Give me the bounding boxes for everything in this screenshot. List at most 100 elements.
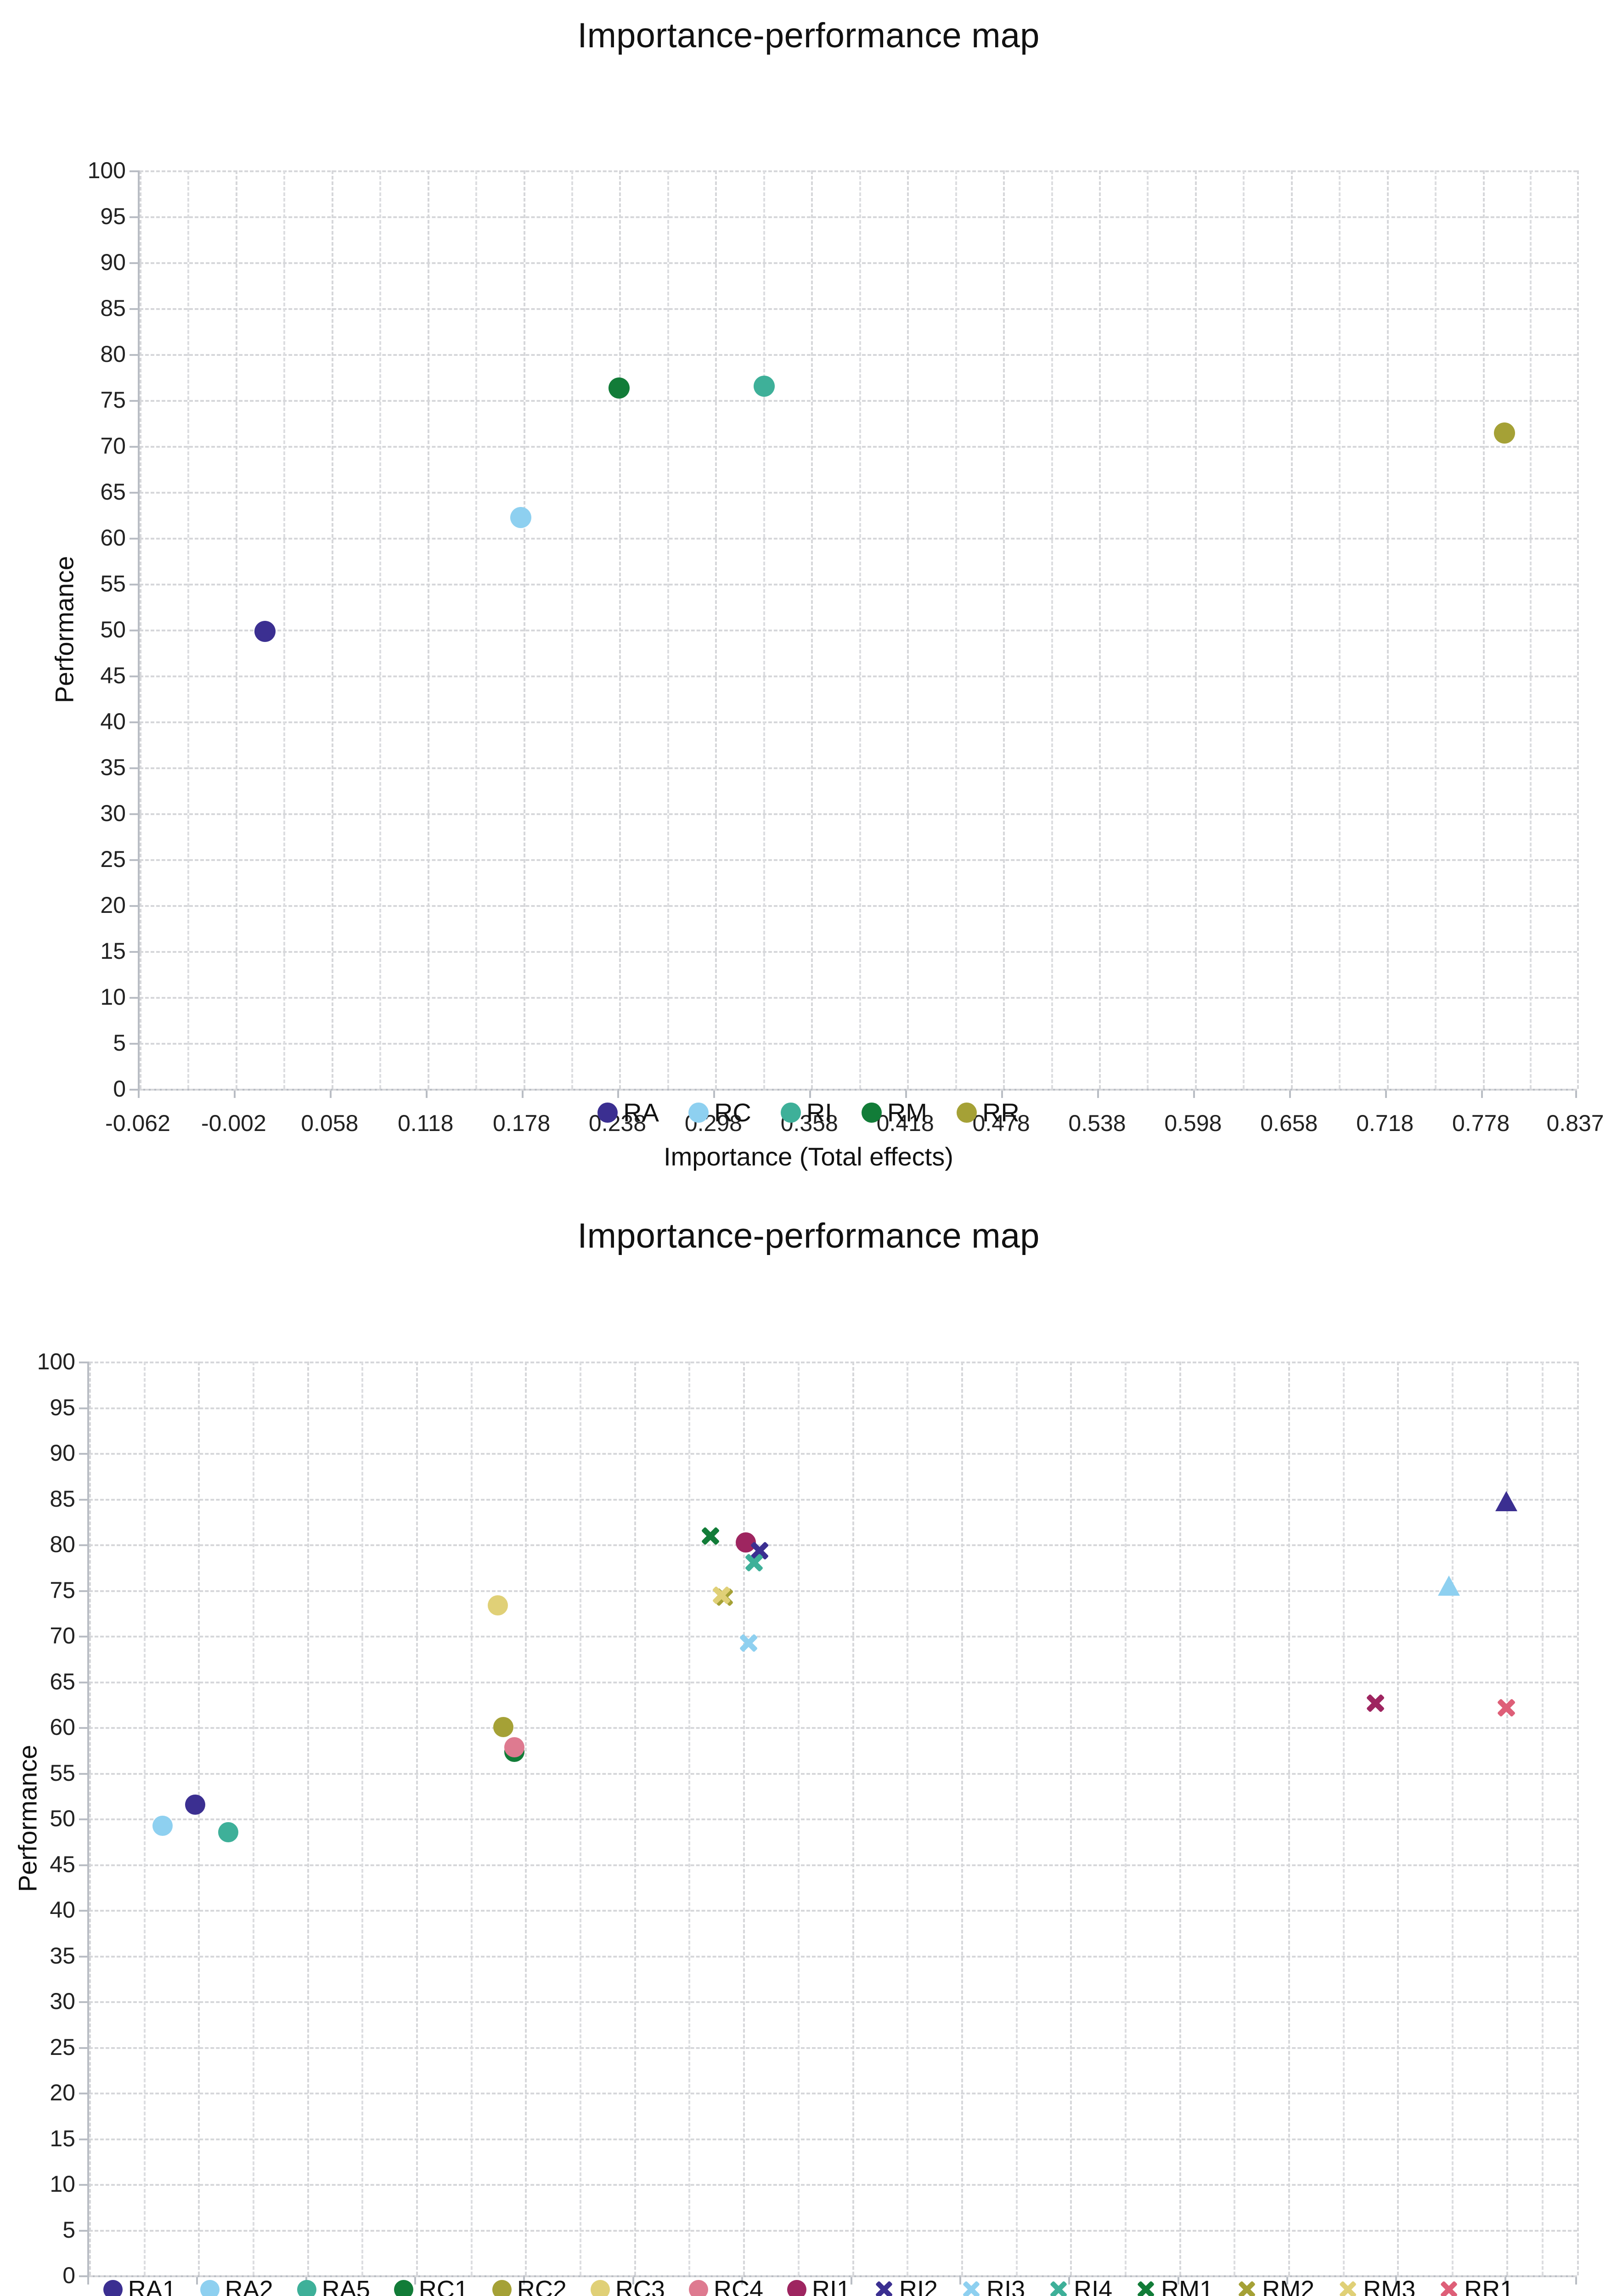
vertical-gridline-minor bbox=[379, 170, 382, 1089]
data-point-ra2 bbox=[152, 1815, 173, 1836]
data-point-rc4 bbox=[504, 1737, 524, 1757]
y-tick-mark bbox=[79, 1453, 87, 1455]
legend-item-rc2[interactable]: RC2 bbox=[492, 2275, 567, 2296]
legend-item-rc3[interactable]: RC3 bbox=[590, 2275, 665, 2296]
legend-item-ra[interactable]: RA bbox=[597, 1097, 659, 1127]
vertical-gridline-minor bbox=[1051, 170, 1053, 1089]
y-tick-label: 90 bbox=[100, 249, 126, 275]
vertical-gridline bbox=[523, 170, 525, 1089]
chart-2-plot-area bbox=[87, 1362, 1579, 2277]
legend-item-rm3[interactable]: RM3 bbox=[1338, 2275, 1415, 2296]
y-tick-mark bbox=[130, 951, 138, 953]
horizontal-gridline bbox=[89, 2229, 1577, 2232]
x-tick-label: -0.062 bbox=[105, 1110, 170, 1136]
horizontal-gridline bbox=[140, 308, 1577, 310]
legend-item-rr1[interactable]: RR1 bbox=[1439, 2275, 1514, 2296]
x-tick-mark bbox=[1395, 2277, 1397, 2285]
legend-item-ri[interactable]: RI bbox=[780, 1097, 832, 1127]
y-tick-mark bbox=[79, 2093, 87, 2094]
y-tick-label: 55 bbox=[100, 571, 126, 597]
vertical-gridline-minor bbox=[283, 170, 286, 1089]
x-tick-mark bbox=[741, 2277, 744, 2285]
x-tick-mark bbox=[414, 2277, 417, 2285]
y-tick-mark bbox=[79, 1910, 87, 1912]
y-tick-mark bbox=[79, 1544, 87, 1546]
legend-item-label: RI1 bbox=[812, 2276, 851, 2296]
legend-item-ra5[interactable]: RA5 bbox=[297, 2275, 370, 2296]
vertical-gridline-minor bbox=[361, 1362, 364, 2275]
legend-item-rm1[interactable]: RM1 bbox=[1136, 2275, 1213, 2296]
chart-2-plot-inner bbox=[89, 1362, 1579, 2277]
vertical-gridline bbox=[1397, 1362, 1399, 2275]
horizontal-gridline bbox=[89, 1407, 1577, 1409]
x-tick-label: 0.598 bbox=[1164, 1110, 1222, 1136]
x-tick-mark bbox=[1286, 2277, 1288, 2285]
y-tick-label: 75 bbox=[100, 387, 126, 413]
legend-item-rc1[interactable]: RC1 bbox=[394, 2275, 468, 2296]
circle-swatch-icon bbox=[861, 1102, 882, 1123]
y-tick-mark bbox=[130, 216, 138, 218]
vertical-gridline bbox=[634, 1362, 636, 2275]
x-tick-mark bbox=[233, 1091, 236, 1098]
legend-item-rc4[interactable]: RC4 bbox=[688, 2275, 763, 2296]
cross-swatch-icon bbox=[962, 2280, 981, 2296]
vertical-gridline-minor bbox=[1541, 1362, 1544, 2275]
y-tick-mark bbox=[130, 721, 138, 723]
circle-swatch-icon bbox=[787, 2280, 806, 2296]
data-point-ra1 bbox=[185, 1795, 206, 1815]
legend-item-ra1[interactable]: RA1 bbox=[103, 2275, 176, 2296]
horizontal-gridline bbox=[140, 859, 1577, 861]
vertical-gridline-minor bbox=[470, 1362, 473, 2275]
horizontal-gridline bbox=[89, 1727, 1577, 1729]
legend-item-ri4[interactable]: RI4 bbox=[1049, 2275, 1112, 2296]
vertical-gridline bbox=[961, 1362, 963, 2275]
x-tick-label: 0.718 bbox=[1356, 1110, 1414, 1136]
y-tick-label: 50 bbox=[50, 1806, 75, 1831]
circle-swatch-icon bbox=[956, 1102, 977, 1123]
circle-swatch-icon bbox=[297, 2280, 316, 2296]
legend-item-label: RC1 bbox=[418, 2276, 468, 2296]
horizontal-gridline bbox=[140, 400, 1577, 402]
vertical-gridline-minor bbox=[1234, 1362, 1236, 2275]
x-tick-mark bbox=[1001, 1091, 1003, 1098]
y-tick-mark bbox=[79, 1818, 87, 1820]
vertical-gridline-minor bbox=[1342, 1362, 1345, 2275]
vertical-gridline-minor bbox=[580, 1362, 582, 2275]
y-tick-label: 65 bbox=[50, 1668, 75, 1694]
y-tick-mark bbox=[79, 1407, 87, 1409]
data-point-rm1 bbox=[700, 1526, 721, 1546]
legend-item-label: RA5 bbox=[321, 2276, 370, 2296]
y-tick-label: 40 bbox=[100, 709, 126, 734]
legend-item-label: RM1 bbox=[1161, 2276, 1214, 2296]
vertical-gridline-minor bbox=[1124, 1362, 1127, 2275]
legend-item-rc[interactable]: RC bbox=[688, 1097, 751, 1127]
y-tick-mark bbox=[130, 1089, 138, 1091]
legend-item-rm[interactable]: RM bbox=[861, 1097, 927, 1127]
legend-item-rm2[interactable]: RM2 bbox=[1237, 2275, 1314, 2296]
horizontal-gridline bbox=[89, 2001, 1577, 2003]
legend-item-label: RM2 bbox=[1262, 2276, 1315, 2296]
y-tick-label: 95 bbox=[50, 1394, 75, 1420]
y-tick-mark bbox=[130, 170, 138, 172]
y-tick-label: 65 bbox=[100, 479, 126, 505]
legend-item-ri1[interactable]: RI1 bbox=[787, 2275, 851, 2296]
chart-1-legend: RA RC RI RM RR bbox=[0, 1097, 1617, 1127]
x-tick-mark bbox=[1068, 2277, 1070, 2285]
legend-item-ra2[interactable]: RA2 bbox=[200, 2275, 273, 2296]
legend-item-rr[interactable]: RR bbox=[956, 1097, 1020, 1127]
legend-item-ri3[interactable]: RI3 bbox=[962, 2275, 1025, 2296]
legend-item-label: RA1 bbox=[128, 2276, 176, 2296]
horizontal-gridline bbox=[140, 584, 1577, 585]
horizontal-gridline bbox=[140, 216, 1577, 218]
x-tick-label: 0.118 bbox=[397, 1110, 454, 1136]
data-point-rr2 bbox=[1365, 1693, 1386, 1713]
chart-2-legend: RA1 RA2 RA5 RC1 RC2 RC3 RC4 RI1 RI2 RI3 RI4 RM1 RM2 R… bbox=[0, 2275, 1617, 2296]
y-tick-label: 5 bbox=[62, 2217, 75, 2243]
y-tick-mark bbox=[79, 1727, 87, 1729]
x-tick-mark bbox=[713, 1091, 716, 1098]
vertical-gridline bbox=[198, 1362, 200, 2275]
vertical-gridline bbox=[89, 1362, 91, 2275]
x-tick-mark bbox=[617, 1091, 620, 1098]
legend-item-ri2[interactable]: RI2 bbox=[874, 2275, 938, 2296]
